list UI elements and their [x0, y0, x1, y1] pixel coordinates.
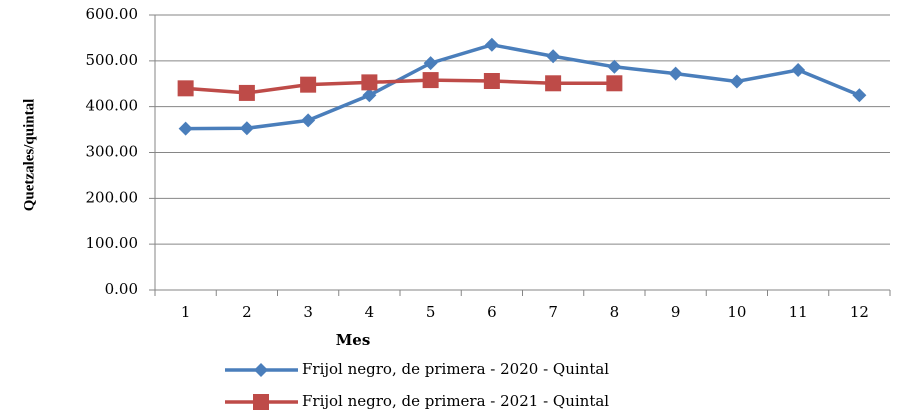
marker [300, 76, 317, 93]
series-line [185, 78, 615, 95]
marker [362, 88, 377, 103]
marker [483, 73, 500, 89]
marker [239, 121, 254, 136]
y-tick-label: 100.00 [86, 234, 139, 252]
x-axis-title: Mes [336, 331, 371, 349]
marker [606, 75, 623, 92]
x-tick-label: 4 [365, 303, 375, 321]
marker [178, 121, 193, 136]
marker [852, 88, 867, 103]
marker [423, 56, 438, 71]
x-tick-label: 2 [242, 303, 252, 321]
marker [422, 72, 439, 89]
x-tick-label: 8 [610, 303, 620, 321]
marker [484, 37, 499, 52]
x-tick-label: 1 [181, 303, 191, 321]
x-tick-label: 11 [789, 303, 808, 321]
marker [791, 63, 806, 77]
y-tick-label: 0.00 [105, 280, 138, 298]
legend-marker [254, 363, 268, 377]
legend-marker [253, 394, 269, 410]
y-tick-label: 400.00 [86, 97, 139, 115]
y-axis-title: Quetzales/quintal [21, 99, 37, 212]
x-tick-label: 3 [303, 303, 313, 321]
x-tick-label: 10 [727, 303, 746, 321]
marker [607, 59, 622, 74]
marker [177, 80, 194, 97]
x-tick-label: 5 [426, 303, 436, 321]
marker [238, 84, 255, 101]
marker [545, 75, 562, 92]
legend-label: Frijol negro, de primera - 2021 - Quinta… [302, 392, 609, 410]
y-tick-label: 500.00 [86, 51, 139, 69]
series-line [185, 43, 861, 131]
marker [729, 74, 744, 89]
x-tick-label: 12 [850, 303, 869, 321]
marker [301, 113, 316, 128]
legend-label: Frijol negro, de primera - 2020 - Quinta… [302, 360, 609, 378]
x-tick-label: 7 [548, 303, 558, 321]
marker [668, 66, 683, 81]
x-tick-label: 9 [671, 303, 681, 321]
y-tick-label: 200.00 [86, 188, 139, 206]
y-tick-label: 600.00 [86, 5, 139, 23]
marker [546, 49, 561, 64]
y-tick-label: 300.00 [86, 143, 139, 161]
x-tick-label: 6 [487, 303, 497, 321]
marker [361, 74, 378, 91]
